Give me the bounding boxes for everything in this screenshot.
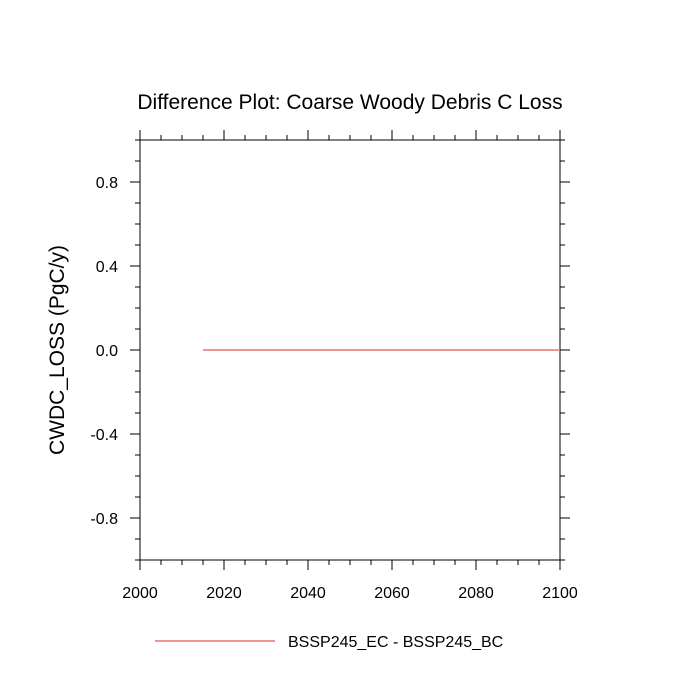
y-axis-tick-labels: -0.8 -0.4 0.0 0.4 0.8 <box>90 175 118 528</box>
x-axis-ticks <box>139 130 561 570</box>
y-axis-ticks <box>130 139 570 561</box>
chart-title: Difference Plot: Coarse Woody Debris C L… <box>137 91 562 114</box>
y-tick-label: 0.0 <box>96 343 118 360</box>
y-tick-label: -0.8 <box>90 511 118 528</box>
x-tick-label: 2060 <box>374 585 410 602</box>
x-tick-label: 2040 <box>290 585 326 602</box>
y-tick-label: 0.8 <box>96 175 118 192</box>
x-tick-label: 2020 <box>206 585 242 602</box>
y-tick-label: 0.4 <box>96 259 118 276</box>
legend: BSSP245_EC - BSSP245_BC <box>155 634 503 651</box>
y-axis-label: CWDC_LOSS (PgC/y) <box>46 245 69 455</box>
y-tick-label: -0.4 <box>90 427 118 444</box>
x-tick-label: 2100 <box>542 585 578 602</box>
x-tick-label: 2000 <box>122 585 158 602</box>
legend-label: BSSP245_EC - BSSP245_BC <box>288 634 503 651</box>
x-axis-tick-labels: 2000 2020 2040 2060 2080 2100 <box>122 585 578 602</box>
x-tick-label: 2080 <box>458 585 494 602</box>
